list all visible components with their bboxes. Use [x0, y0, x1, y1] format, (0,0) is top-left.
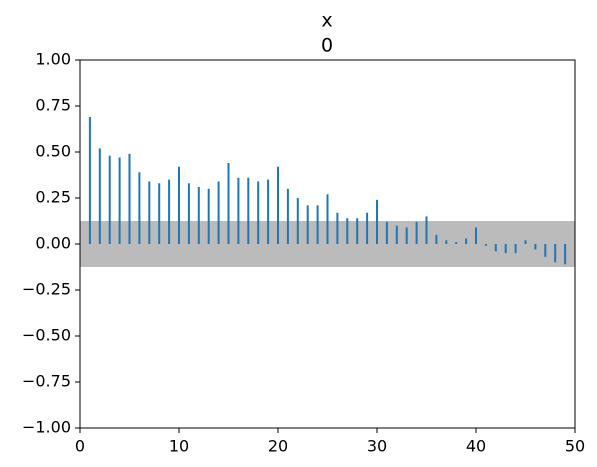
x-tick-label: 30 — [367, 437, 387, 456]
x-tick-label: 50 — [565, 437, 585, 456]
chart-subtitle: 0 — [321, 35, 333, 57]
plot-frame — [79, 59, 576, 429]
x-tick-label: 40 — [466, 437, 486, 456]
x-tick-label: 20 — [268, 437, 288, 456]
y-tick-label: −0.75 — [22, 372, 71, 391]
y-tick-label: 1.00 — [35, 50, 71, 69]
chart-title: x — [321, 10, 332, 32]
x-tick-label: 10 — [169, 437, 189, 456]
x-tick-label: 0 — [75, 437, 85, 456]
y-tick-label: −0.50 — [22, 326, 71, 345]
y-tick-label: 0.75 — [35, 96, 71, 115]
y-tick-label: −0.25 — [22, 280, 71, 299]
y-tick-label: 0.00 — [35, 234, 71, 253]
y-tick-label: 0.50 — [35, 142, 71, 161]
y-tick-label: 0.25 — [35, 188, 71, 207]
y-tick-label: −1.00 — [22, 418, 71, 437]
